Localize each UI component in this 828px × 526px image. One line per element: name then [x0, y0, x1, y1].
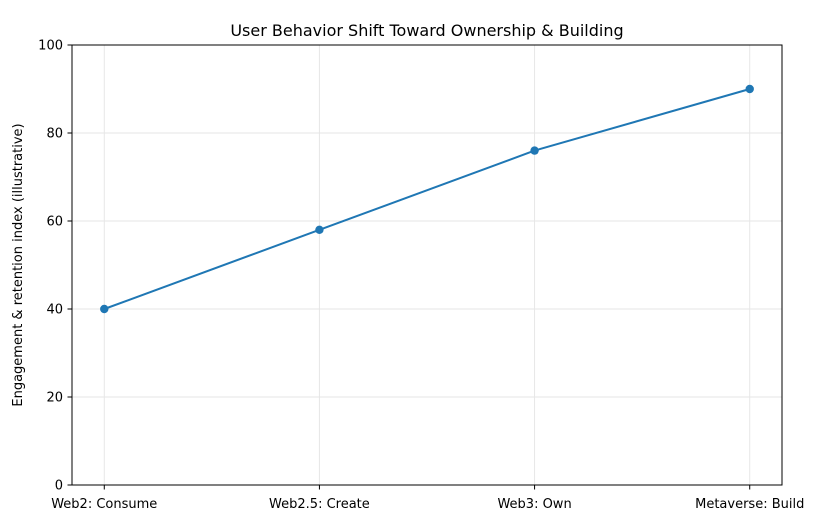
y-tick-label: 100: [38, 39, 63, 54]
y-tick-label: 80: [46, 127, 63, 142]
y-tick-label: 0: [55, 479, 63, 494]
data-point: [100, 304, 109, 314]
data-point: [530, 146, 539, 155]
x-tick-label: Metaverse: Build: [695, 497, 804, 512]
data-point: [315, 225, 324, 234]
chart-title: User Behavior Shift Toward Ownership & B…: [230, 21, 623, 40]
x-tick-label: Web2: Consume: [51, 497, 157, 512]
data-line: [103, 88, 751, 310]
y-tick-label: 20: [46, 391, 63, 406]
y-tick-label: 60: [46, 215, 63, 230]
x-tick-label: Web2.5: Create: [269, 497, 370, 512]
data-point: [745, 84, 754, 94]
y-axis-label: Engagement & retention index (illustrati…: [11, 123, 26, 406]
plot-area: [71, 44, 783, 486]
y-tick-label: 40: [46, 303, 63, 318]
x-tick-label: Web3: Own: [497, 497, 571, 512]
